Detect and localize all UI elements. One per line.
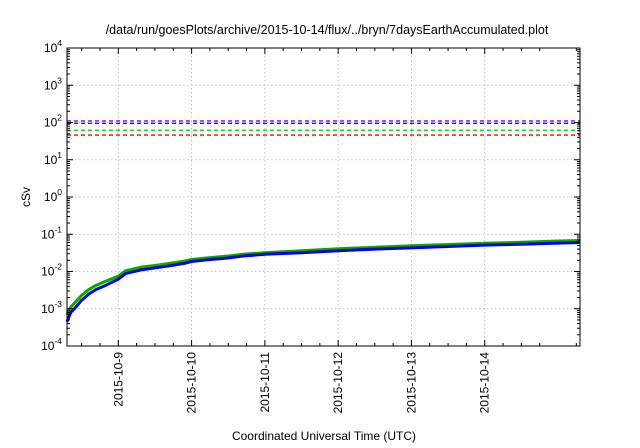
chart-title: /data/run/goesPlots/archive/2015-10-14/f… [106,23,549,37]
y-axis-label: cSv [19,187,33,207]
y-tick-label: 100 [44,187,62,204]
x-tick-label: 2015-10-13 [404,352,418,414]
x-tick-label: 2015-10-10 [185,352,199,414]
x-axis-label: Coordinated Universal Time (UTC) [232,429,416,443]
x-tick-label: 2015-10-9 [111,352,125,407]
x-tick-label: 2015-10-14 [478,352,492,414]
y-tick-label: 10-1 [41,224,62,241]
series-lines [65,239,581,323]
threshold-lines [67,120,580,136]
x-tick-label: 2015-10-12 [331,352,345,414]
y-tick-label: 104 [44,38,62,55]
grid [67,48,580,346]
series-line [65,239,581,316]
y-tick-label: 103 [44,75,62,92]
y-tick-label: 10-4 [41,336,62,353]
y-tick-label: 10-2 [41,262,62,279]
x-tick-label: 2015-10-11 [258,352,272,413]
y-tick-label: 101 [44,150,62,167]
y-tick-label: 102 [44,113,62,130]
series-line [65,241,581,323]
x-axis-ticks: 2015-10-9 2015-10-10 2015-10-11 2015-10-12 2… [81,48,577,414]
y-tick-label: 10-3 [41,299,62,316]
y-axis-ticks: 10-4 10-3 10-2 10-1 100 101 102 103 104 [41,38,580,353]
